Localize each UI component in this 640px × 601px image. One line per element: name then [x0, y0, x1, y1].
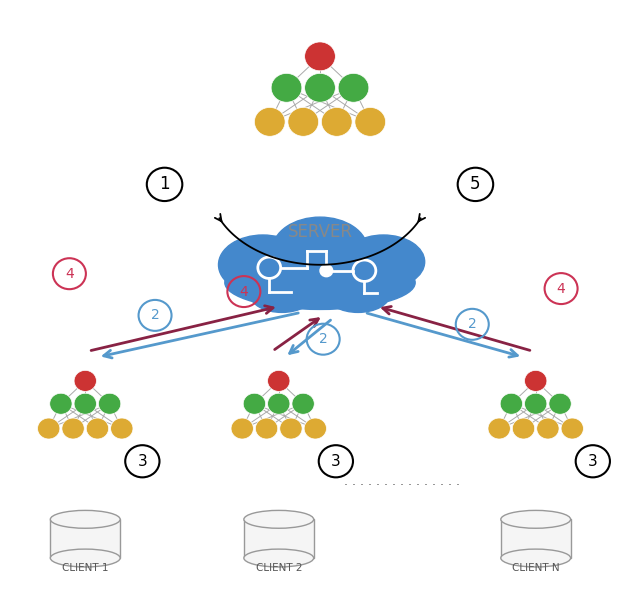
Circle shape: [271, 73, 302, 102]
Text: · · · · · · · · · · · · · · ·: · · · · · · · · · · · · · · ·: [344, 478, 460, 492]
Text: 3: 3: [138, 454, 147, 469]
Text: 4: 4: [239, 284, 248, 299]
Ellipse shape: [501, 549, 571, 567]
Circle shape: [254, 108, 285, 136]
Text: 3: 3: [331, 454, 340, 469]
Circle shape: [525, 370, 547, 391]
Polygon shape: [51, 519, 120, 558]
Circle shape: [268, 393, 290, 414]
Text: 4: 4: [65, 267, 74, 281]
Circle shape: [513, 418, 534, 439]
Circle shape: [255, 418, 278, 439]
Circle shape: [50, 393, 72, 414]
Circle shape: [111, 418, 133, 439]
Ellipse shape: [342, 235, 425, 288]
Circle shape: [62, 418, 84, 439]
Circle shape: [355, 108, 386, 136]
Text: SERVER: SERVER: [287, 223, 353, 241]
Ellipse shape: [501, 510, 571, 528]
Circle shape: [305, 42, 335, 71]
Text: 3: 3: [588, 454, 598, 469]
Circle shape: [320, 265, 333, 276]
Ellipse shape: [218, 235, 307, 294]
Circle shape: [288, 108, 319, 136]
Circle shape: [268, 370, 290, 391]
Circle shape: [38, 418, 60, 439]
Circle shape: [304, 418, 326, 439]
Circle shape: [537, 418, 559, 439]
Ellipse shape: [273, 217, 367, 282]
Polygon shape: [501, 519, 571, 558]
Ellipse shape: [326, 276, 390, 313]
Text: 4: 4: [557, 282, 566, 296]
Circle shape: [321, 108, 352, 136]
Text: 2: 2: [468, 317, 477, 331]
Circle shape: [561, 418, 584, 439]
Text: CLIENT 1: CLIENT 1: [62, 564, 109, 573]
Ellipse shape: [244, 549, 314, 567]
Polygon shape: [244, 519, 314, 558]
Circle shape: [305, 73, 335, 102]
Text: 5: 5: [470, 175, 481, 194]
Circle shape: [99, 393, 121, 414]
Text: CLIENT 2: CLIENT 2: [255, 564, 302, 573]
Circle shape: [74, 393, 97, 414]
Ellipse shape: [51, 549, 120, 567]
Text: 2: 2: [319, 332, 328, 346]
Circle shape: [280, 418, 302, 439]
Circle shape: [488, 418, 510, 439]
Circle shape: [86, 418, 109, 439]
Text: 2: 2: [150, 308, 159, 322]
Circle shape: [243, 393, 266, 414]
Circle shape: [74, 370, 97, 391]
Ellipse shape: [225, 256, 415, 310]
Circle shape: [525, 393, 547, 414]
Circle shape: [500, 393, 522, 414]
Ellipse shape: [244, 510, 314, 528]
Ellipse shape: [250, 276, 314, 313]
Ellipse shape: [51, 510, 120, 528]
Circle shape: [231, 418, 253, 439]
Circle shape: [549, 393, 572, 414]
Text: CLIENT N: CLIENT N: [512, 564, 559, 573]
Text: 1: 1: [159, 175, 170, 194]
Circle shape: [292, 393, 314, 414]
Circle shape: [338, 73, 369, 102]
